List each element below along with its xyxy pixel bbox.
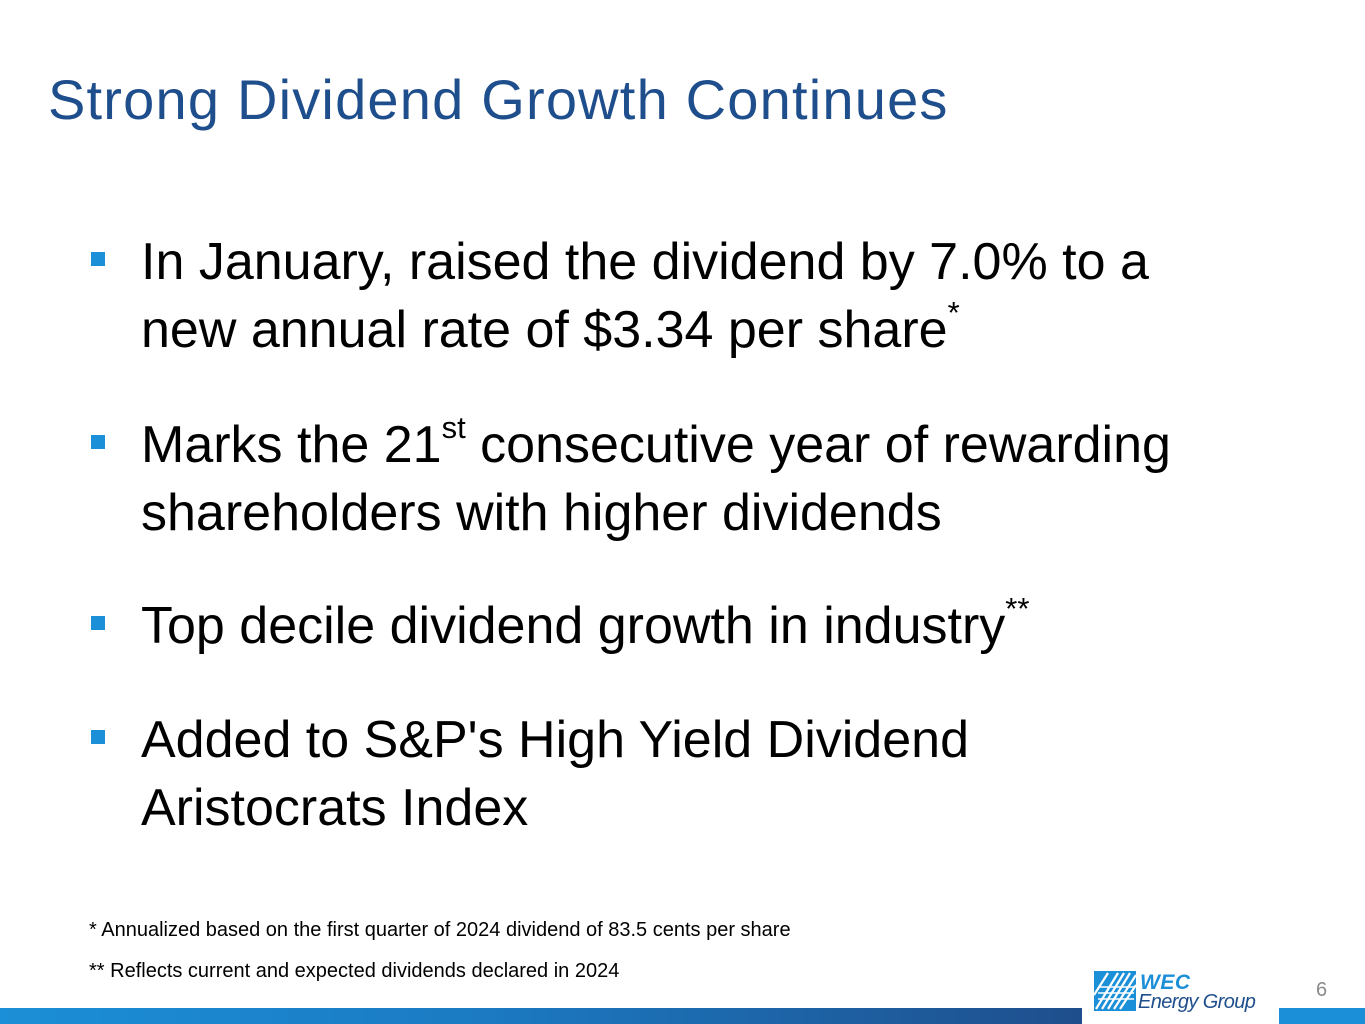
square-bullet-icon (91, 435, 105, 449)
footnote: ** Reflects current and expected dividen… (89, 960, 620, 982)
bullet-line: consecutive year of rewarding (465, 416, 1171, 474)
square-bullet-icon (91, 252, 105, 266)
bullet-text: Marks the 21st consecutive year of rewar… (141, 411, 1321, 547)
bullet-line: shareholders with higher dividends (141, 484, 942, 542)
footnote: * Annualized based on the first quarter … (89, 919, 791, 941)
ordinal-suffix: st (441, 409, 466, 445)
bullet-line: Top decile dividend growth in industry (141, 597, 1006, 655)
bullet-text: Added to S&P's High Yield Dividend Arist… (141, 706, 1321, 842)
footer-gradient-bar (0, 1008, 1082, 1024)
bullet-text: In January, raised the dividend by 7.0% … (141, 228, 1321, 364)
square-bullet-icon (91, 616, 105, 630)
bullet-line: In January, raised the dividend by 7.0% … (141, 233, 1149, 291)
bullet-line: Aristocrats Index (141, 779, 529, 837)
bullet-text: Top decile dividend growth in industry** (141, 592, 1321, 660)
footnote-marker: ** (1005, 590, 1030, 626)
slide-title: Strong Dividend Growth Continues (48, 68, 949, 131)
page-number: 6 (1316, 979, 1328, 1001)
bullet-line: Marks the 21 (141, 416, 442, 474)
logo-subtitle: Energy Group (1138, 991, 1256, 1013)
wec-logo-mark-icon (1094, 971, 1136, 1011)
bullet-line: Added to S&P's High Yield Dividend (141, 711, 969, 769)
footnote-marker: * (947, 294, 960, 330)
footer-accent-bar (1279, 1008, 1365, 1024)
square-bullet-icon (91, 730, 105, 744)
wec-energy-group-logo: WEC Energy Group (1094, 970, 1264, 1014)
logo-wordmark: WEC (1140, 971, 1191, 994)
bullet-line: new annual rate of $3.34 per share (141, 301, 948, 359)
